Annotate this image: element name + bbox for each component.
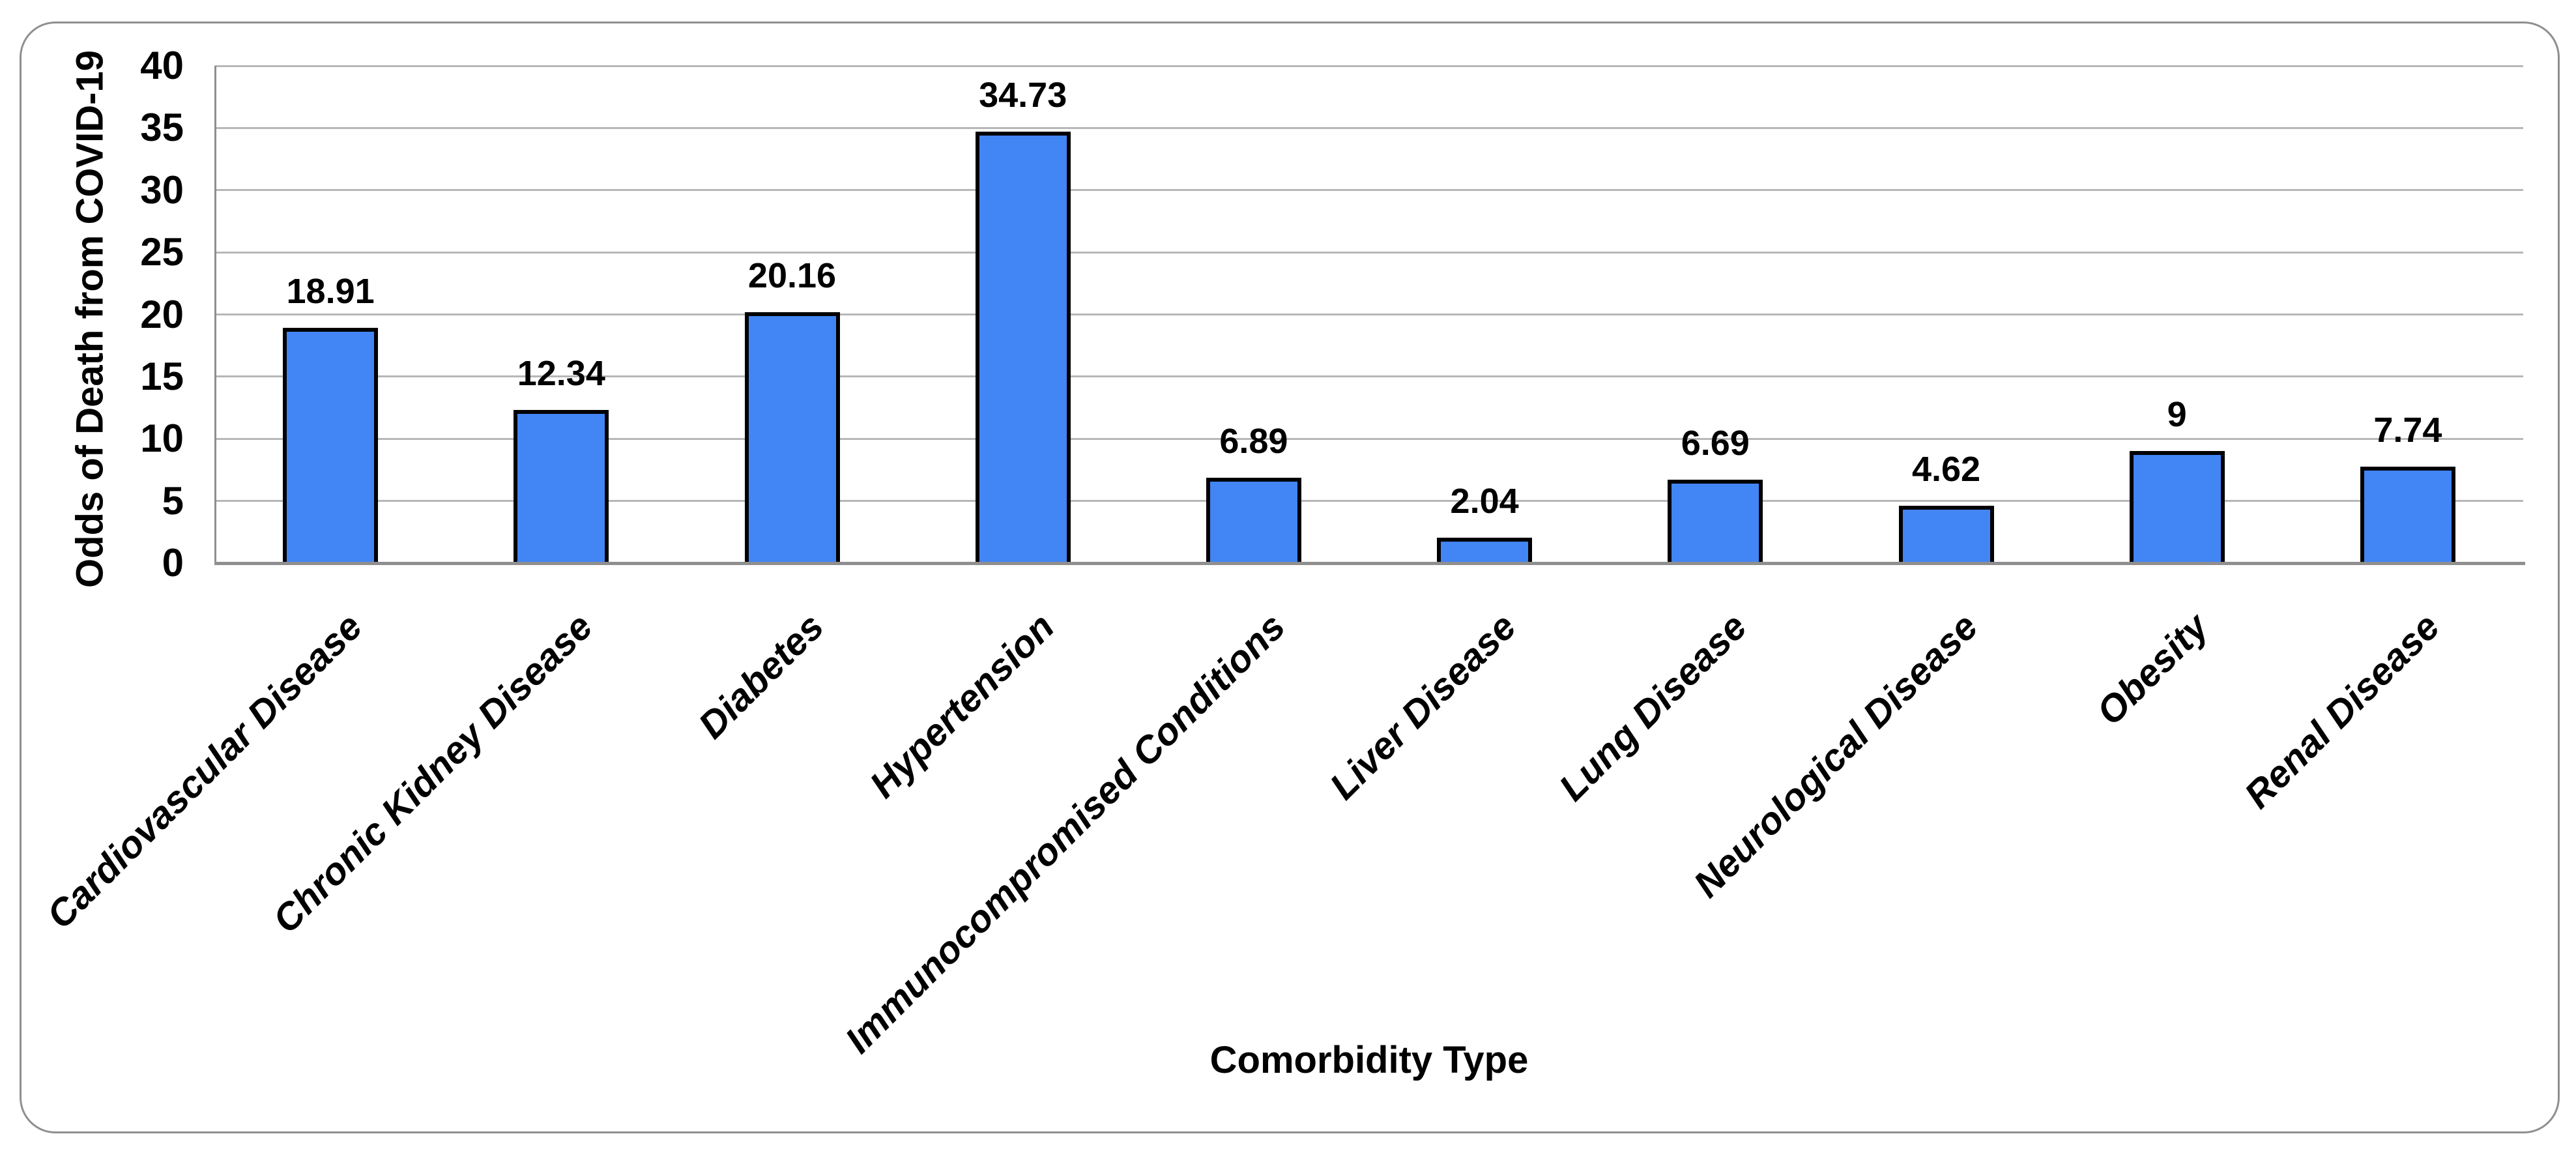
- x-tick-label: Lung Disease: [1551, 605, 1755, 809]
- bar: [1206, 477, 1301, 563]
- x-tick-label: Immunocompromised Conditions: [837, 605, 1294, 1062]
- gridline: [215, 500, 2523, 503]
- gridline: [215, 126, 2523, 129]
- bar: [514, 409, 609, 563]
- x-tick-label: Liver Disease: [1322, 605, 1524, 808]
- value-label: 34.73: [979, 75, 1067, 115]
- bar: [744, 312, 840, 563]
- chart-frame: [20, 22, 2560, 1133]
- bar: [1437, 538, 1533, 563]
- bar: [975, 131, 1071, 563]
- gridline: [215, 437, 2523, 440]
- x-tick-label: Diabetes: [690, 605, 832, 747]
- value-label: 4.62: [1911, 449, 1981, 489]
- y-tick-label: 15: [140, 354, 184, 398]
- y-tick-label: 30: [140, 168, 184, 212]
- y-tick-label: 35: [140, 106, 184, 150]
- bar: [1668, 480, 1763, 563]
- gridline: [215, 313, 2523, 315]
- value-label: 6.89: [1219, 421, 1288, 461]
- y-axis-title: Odds of Death from COVID-19: [68, 50, 111, 589]
- value-label: 9: [2167, 395, 2187, 435]
- gridline: [215, 65, 2523, 67]
- value-label: 12.34: [517, 353, 605, 393]
- y-tick-label: 40: [140, 44, 184, 87]
- value-label: 18.91: [286, 272, 375, 312]
- y-axis-line: [214, 66, 216, 565]
- gridline: [215, 251, 2523, 254]
- x-tick-label: Renal Disease: [2236, 605, 2448, 817]
- x-axis-title: Comorbidity Type: [1209, 1039, 1529, 1081]
- gridline: [215, 375, 2523, 378]
- y-tick-label: 20: [140, 292, 184, 336]
- value-label: 7.74: [2373, 411, 2442, 450]
- y-tick-label: 25: [140, 230, 184, 274]
- x-axis-line: [214, 562, 2525, 565]
- bar: [1898, 505, 1994, 563]
- x-tick-label: Obesity: [2088, 605, 2217, 734]
- y-tick-label: 0: [162, 541, 184, 585]
- value-label: 2.04: [1450, 482, 1519, 521]
- bar: [2360, 467, 2455, 563]
- value-label: 20.16: [747, 256, 837, 296]
- value-label: 6.69: [1681, 424, 1750, 463]
- y-tick-label: 10: [140, 416, 184, 461]
- gridline: [215, 189, 2523, 192]
- bar: [283, 328, 379, 563]
- bar: [2129, 451, 2225, 563]
- x-tick-label: Hypertension: [861, 605, 1063, 806]
- y-tick-label: 5: [162, 478, 184, 523]
